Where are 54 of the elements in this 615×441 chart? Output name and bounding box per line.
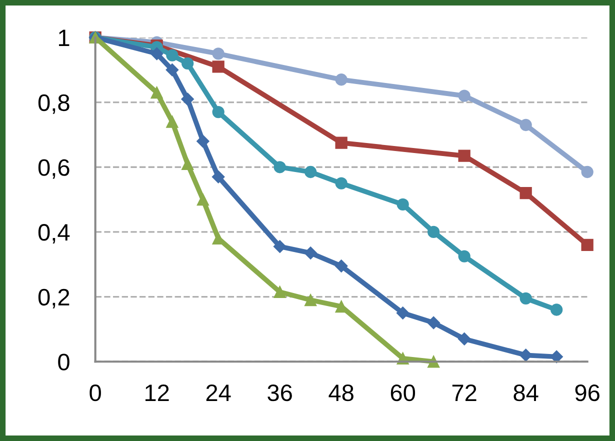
point	[212, 106, 224, 118]
y-tick-label: 0,6	[38, 159, 70, 179]
point	[212, 170, 225, 184]
x-tick-label: 72	[452, 384, 476, 401]
point	[520, 186, 532, 200]
point	[428, 226, 440, 238]
point	[274, 286, 286, 298]
point	[274, 161, 286, 174]
y-tick-label: 0	[58, 354, 70, 370]
point	[212, 48, 224, 60]
point	[427, 316, 440, 330]
x-tick-label: 12	[145, 384, 169, 401]
point	[181, 92, 194, 106]
point	[458, 332, 471, 346]
point	[304, 294, 317, 306]
point	[520, 292, 532, 304]
x-tick-label: 60	[390, 384, 416, 402]
point	[581, 166, 594, 178]
point	[550, 304, 563, 316]
point	[581, 238, 594, 252]
x-tick-label: 0	[90, 384, 101, 402]
point	[166, 49, 178, 62]
point	[150, 47, 164, 60]
x-tick-label: 96	[575, 384, 600, 402]
point	[196, 134, 210, 148]
point	[458, 250, 470, 262]
point	[396, 198, 409, 210]
point	[458, 150, 470, 162]
point	[520, 118, 532, 132]
point	[335, 177, 348, 190]
x-tick-label: 24	[206, 384, 231, 401]
x-tick-label: 36	[268, 384, 292, 402]
point	[182, 57, 194, 70]
point	[334, 260, 348, 272]
point	[304, 246, 317, 260]
point	[166, 63, 179, 76]
point	[196, 193, 210, 206]
point	[458, 90, 470, 102]
point	[212, 60, 224, 73]
point	[335, 74, 348, 86]
point	[335, 136, 348, 149]
y-tick-label: 0,2	[38, 288, 70, 308]
x-tick-label: 48	[328, 384, 354, 402]
point	[519, 348, 532, 362]
y-tick-label: 0,4	[38, 224, 70, 244]
point	[396, 306, 410, 320]
point	[304, 166, 317, 178]
y-tick-label: 1	[58, 30, 70, 46]
point	[166, 116, 178, 128]
x-tick-label: 84	[514, 384, 538, 402]
y-tick-label: 0,8	[38, 94, 70, 114]
point	[273, 240, 286, 253]
point	[150, 86, 163, 99]
point	[182, 158, 194, 170]
